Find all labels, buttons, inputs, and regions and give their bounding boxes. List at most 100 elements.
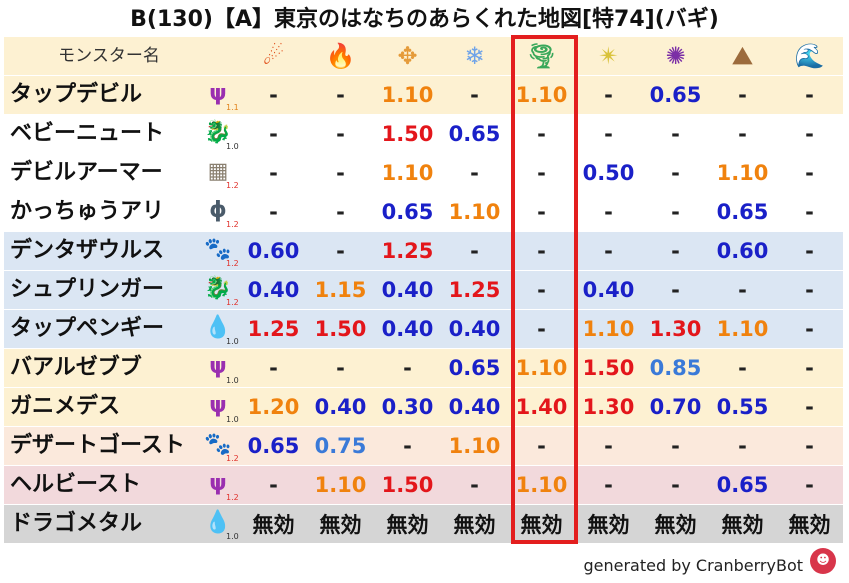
value-io: 1.10: [374, 154, 441, 193]
value-mera: 0.40: [240, 271, 307, 310]
monster-level: 1.2: [226, 298, 239, 307]
monster-cell: ベビーニュート 🐉 1.0: [4, 115, 240, 154]
monster-level: 1.2: [226, 454, 239, 463]
value-dein: -: [575, 76, 642, 115]
column-header-jibaria: ⛰: [709, 37, 776, 76]
monster-level: 1.2: [226, 493, 239, 502]
value-io: 無効: [374, 505, 441, 544]
value-dein: -: [575, 466, 642, 505]
value-hyaku: -: [776, 193, 843, 232]
value-jibaria: -: [709, 76, 776, 115]
material-brick-icon: ▦: [207, 159, 229, 184]
value-bagi: -: [508, 271, 575, 310]
table-row: かっちゅうアリ ɸ 1.2- -0.65 1.10- - -0.65-: [4, 193, 843, 232]
value-doruma: 無効: [642, 505, 709, 544]
value-io: 0.40: [374, 310, 441, 349]
table-row: タップペンギー 💧 1.0 1.25 1.50 0.40 0.40-1.10 1.30 1.10…: [4, 310, 843, 349]
value-dein: 1.50: [575, 349, 642, 388]
value-doruma: -: [642, 232, 709, 271]
value-hyado: 0.65: [441, 349, 508, 388]
monster-level: 1.0: [226, 415, 239, 424]
value-doruma: 0.85: [642, 349, 709, 388]
value-jibaria: 0.65: [709, 466, 776, 505]
monster-level: 1.0: [226, 376, 239, 385]
value-doruma: 1.30: [642, 310, 709, 349]
value-hyado: 0.40: [441, 388, 508, 427]
value-bagi: -: [508, 193, 575, 232]
monster-level: 1.0: [226, 532, 239, 541]
value-hyado: 1.10: [441, 427, 508, 466]
monster-level: 1.2: [226, 181, 239, 190]
monster-name: ヘルビースト: [10, 472, 141, 497]
value-mera: -: [240, 154, 307, 193]
value-bagi: -: [508, 310, 575, 349]
value-doruma: 0.65: [642, 76, 709, 115]
footer-credit: generated by CranberryBot: [583, 556, 803, 575]
value-io: 1.50: [374, 115, 441, 154]
column-header-gira: 🔥: [307, 37, 374, 76]
value-bagi: -: [508, 115, 575, 154]
value-hyaku: -: [776, 427, 843, 466]
ice-crystal-icon: ❄: [464, 42, 485, 70]
beast-paw-icon: 🐾: [204, 432, 232, 457]
page-title: B(130)【A】東京のはなちのあらくれた地図[特74](バギ): [130, 7, 719, 32]
monster-cell: シュプリンガー 🐉 1.2: [4, 271, 240, 310]
monster-level: 1.1: [226, 103, 239, 112]
insect-icon: ɸ: [209, 198, 227, 223]
value-hyado: -: [441, 76, 508, 115]
value-gira: -: [307, 193, 374, 232]
value-hyaku: 無効: [776, 505, 843, 544]
dark-vortex-icon: ✺: [665, 42, 686, 70]
value-io: 1.25: [374, 232, 441, 271]
value-io: 0.65: [374, 193, 441, 232]
value-doruma: 0.70: [642, 388, 709, 427]
column-header-io: ✥: [374, 37, 441, 76]
monster-name: ドラゴメタル: [10, 511, 143, 536]
monster-level: 1.0: [226, 142, 239, 151]
value-io: 1.10: [374, 76, 441, 115]
value-hyaku: -: [776, 115, 843, 154]
value-mera: -: [240, 76, 307, 115]
value-gira: -: [307, 154, 374, 193]
value-gira: 1.15: [307, 271, 374, 310]
monster-name: ガニメデス: [10, 394, 121, 419]
value-io: 1.50: [374, 466, 441, 505]
monster-cell: ヘルビースト ψ 1.2: [4, 466, 240, 505]
value-bagi: 1.40: [508, 388, 575, 427]
devil-trident-icon: ψ: [209, 471, 227, 496]
value-hyaku: -: [776, 154, 843, 193]
monster-name: バアルゼブブ: [10, 355, 142, 380]
value-bagi: 1.10: [508, 76, 575, 115]
table-row: デビルアーマー ▦ 1.2- -1.10- -0.50-1.10-: [4, 154, 843, 193]
value-hyado: 0.65: [441, 115, 508, 154]
monster-cell: デビルアーマー ▦ 1.2: [4, 154, 240, 193]
dragon-icon: 🐉: [204, 276, 232, 301]
monster-cell: ガニメデス ψ 1.0: [4, 388, 240, 427]
value-doruma: -: [642, 466, 709, 505]
table-row: シュプリンガー 🐉 1.2 0.40 1.15 0.40 1.25-0.40- - -: [4, 271, 843, 310]
value-hyaku: -: [776, 271, 843, 310]
value-dein: -: [575, 193, 642, 232]
tornado-icon: 🌪: [526, 42, 557, 70]
value-mera: -: [240, 349, 307, 388]
monster-name: タップデビル: [10, 82, 143, 107]
value-jibaria: -: [709, 427, 776, 466]
column-header-monster-name: モンスター名: [58, 46, 160, 66]
monster-cell: デザートゴースト 🐾 1.2: [4, 427, 240, 466]
value-hyaku: -: [776, 349, 843, 388]
value-hyaku: -: [776, 310, 843, 349]
value-doruma: -: [642, 427, 709, 466]
value-doruma: -: [642, 271, 709, 310]
value-hyaku: -: [776, 232, 843, 271]
monster-cell: かっちゅうアリ ɸ 1.2: [4, 193, 240, 232]
monster-cell: タップペンギー 💧 1.0: [4, 310, 240, 349]
monster-level: 1.2: [226, 220, 239, 229]
value-doruma: -: [642, 193, 709, 232]
monster-cell: デンタザウルス 🐾 1.2: [4, 232, 240, 271]
value-hyaku: -: [776, 466, 843, 505]
monster-name: シュプリンガー: [10, 277, 165, 302]
monster-name: デンタザウルス: [10, 238, 165, 263]
wave-icon: 🌊: [794, 42, 825, 70]
value-hyaku: -: [776, 388, 843, 427]
value-gira: 0.40: [307, 388, 374, 427]
